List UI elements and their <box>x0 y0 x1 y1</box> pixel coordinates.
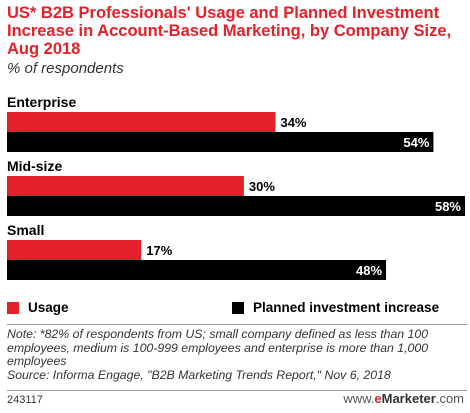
data-label-small-planned-investment-increase: 48% <box>356 263 382 278</box>
chart-subtitle: % of respondents <box>7 60 124 77</box>
data-label-enterprise-usage: 34% <box>280 115 306 130</box>
legend-swatch-planned-investment <box>232 301 244 314</box>
note-text: Note: *82% of respondents from US; small… <box>7 327 429 369</box>
legend-label-usage: Usage <box>28 300 69 315</box>
legend-swatch-usage <box>7 301 19 314</box>
bar-mid-size-usage <box>7 176 244 196</box>
data-label-small-usage: 17% <box>146 243 172 258</box>
bar-chart: Enterprise 34% 54% Mid-size 30% 58% Small 17% 48… <box>7 94 465 280</box>
bar-small-planned-investment-increase <box>7 260 387 280</box>
brand-logo[interactable]: www.eMarketer.com <box>343 391 464 406</box>
chart-id: 243117 <box>7 394 43 406</box>
data-label-mid-size-usage: 30% <box>249 179 275 194</box>
category-label-enterprise: Enterprise <box>7 94 76 110</box>
footnote: Note: *82% of respondents from US; small… <box>7 327 469 382</box>
legend-label-planned-investment: Planned investment increase <box>253 300 440 315</box>
bar-small-usage <box>7 240 142 260</box>
source-text: Source: Informa Engage, "B2B Marketing T… <box>7 367 391 382</box>
bar-mid-size-planned-investment-increase <box>7 196 465 216</box>
bar-enterprise-planned-investment-increase <box>7 132 434 152</box>
legend: Usage Planned investment increase <box>7 298 467 318</box>
bar-enterprise-usage <box>7 112 276 132</box>
divider-bottom <box>7 390 467 391</box>
data-label-enterprise-planned-investment-increase: 54% <box>403 135 429 150</box>
category-label-mid-size: Mid-size <box>7 158 62 174</box>
chart-title: US* B2B Professionals' Usage and Planned… <box>7 4 452 58</box>
divider <box>7 324 467 325</box>
data-label-mid-size-planned-investment-increase: 58% <box>435 199 461 214</box>
category-label-small: Small <box>7 222 44 238</box>
legend-item-planned-investment: Planned investment increase <box>232 300 439 315</box>
legend-item-usage: Usage <box>7 300 69 315</box>
